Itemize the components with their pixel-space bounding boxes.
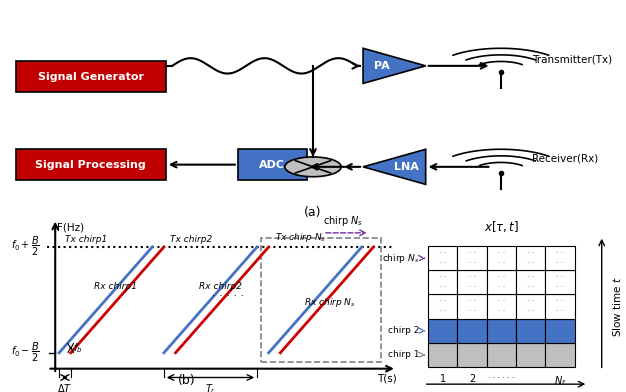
Text: · · · · ·: · · · · · — [212, 291, 244, 301]
Text: · ·
· ·: · · · · — [469, 273, 476, 292]
Circle shape — [285, 157, 341, 177]
Text: LNA: LNA — [394, 162, 419, 172]
Bar — [545, 343, 575, 367]
Bar — [428, 343, 458, 367]
Bar — [261, 238, 381, 361]
Text: · ·
· ·: · · · · — [498, 249, 505, 268]
Bar — [516, 246, 545, 270]
Text: PA: PA — [374, 61, 390, 71]
Polygon shape — [363, 149, 426, 184]
Text: $f_0-\dfrac{B}{2}$: $f_0-\dfrac{B}{2}$ — [11, 341, 39, 364]
Text: chirp $N_s$: chirp $N_s$ — [323, 214, 363, 227]
Text: · · · · · ·: · · · · · · — [488, 374, 515, 383]
Text: $N_f$: $N_f$ — [554, 374, 567, 388]
Bar — [516, 294, 545, 319]
Text: Rx chirp1: Rx chirp1 — [94, 282, 137, 291]
Text: F(Hz): F(Hz) — [57, 222, 85, 232]
Text: · ·
· ·: · · · · — [557, 249, 563, 268]
Text: $T_r$: $T_r$ — [205, 382, 216, 392]
Text: · ·
· ·: · · · · — [557, 273, 563, 292]
Text: Tx chirp2: Tx chirp2 — [170, 235, 212, 244]
Bar — [516, 319, 545, 343]
Bar — [487, 343, 516, 367]
Text: · ·
· ·: · · · · — [527, 273, 534, 292]
Bar — [458, 343, 487, 367]
Text: $x[\tau,t]$: $x[\tau,t]$ — [484, 219, 519, 234]
Bar — [487, 319, 516, 343]
Text: · ·
· ·: · · · · — [498, 273, 505, 292]
Text: · ·
· ·: · · · · — [439, 297, 446, 316]
Bar — [487, 246, 516, 270]
Text: · ·
· ·: · · · · — [469, 297, 476, 316]
Text: Signal Processing: Signal Processing — [36, 160, 146, 170]
Bar — [545, 294, 575, 319]
Text: · ·
· ·: · · · · — [527, 297, 534, 316]
Bar — [487, 270, 516, 294]
Text: $f_b$: $f_b$ — [73, 341, 82, 355]
Bar — [16, 62, 166, 92]
Bar — [545, 246, 575, 270]
Bar — [428, 246, 458, 270]
Bar — [458, 270, 487, 294]
Text: · ·
· ·: · · · · — [527, 249, 534, 268]
Bar — [516, 343, 545, 367]
Text: · ·
· ·: · · · · — [498, 297, 505, 316]
Text: $\Delta T$: $\Delta T$ — [58, 382, 73, 392]
Text: Tx chirp $N_s$: Tx chirp $N_s$ — [275, 231, 326, 244]
Bar — [458, 294, 487, 319]
Text: 1: 1 — [440, 374, 446, 384]
Text: (b): (b) — [178, 374, 196, 387]
Text: T(s): T(s) — [377, 374, 397, 384]
Text: Rx chirp2: Rx chirp2 — [199, 282, 242, 291]
Bar — [487, 294, 516, 319]
Text: · ·
· ·: · · · · — [469, 249, 476, 268]
Bar — [428, 270, 458, 294]
Text: · ·
· ·: · · · · — [439, 273, 446, 292]
Text: $f_0+\dfrac{B}{2}$: $f_0+\dfrac{B}{2}$ — [11, 236, 39, 258]
Text: ADC: ADC — [259, 160, 285, 170]
Bar — [516, 270, 545, 294]
Polygon shape — [363, 48, 426, 83]
Text: chirp 2: chirp 2 — [387, 326, 419, 335]
Text: 2: 2 — [469, 374, 475, 384]
Text: · ·
· ·: · · · · — [557, 297, 563, 316]
Bar — [238, 149, 307, 180]
Text: chirp 1: chirp 1 — [387, 350, 419, 359]
Bar — [458, 319, 487, 343]
Text: (a): (a) — [304, 207, 322, 220]
Text: Signal Generator: Signal Generator — [38, 72, 144, 82]
Bar — [458, 246, 487, 270]
Text: Slow time $t$: Slow time $t$ — [612, 276, 623, 337]
Text: Transmitter(Tx): Transmitter(Tx) — [532, 54, 612, 64]
Bar — [545, 319, 575, 343]
Text: · ·
· ·: · · · · — [439, 249, 446, 268]
Bar — [428, 319, 458, 343]
Bar — [428, 294, 458, 319]
Text: Receiver(Rx): Receiver(Rx) — [532, 153, 598, 163]
Text: Rx chirp $N_s$: Rx chirp $N_s$ — [304, 296, 356, 309]
Text: chirp $N_s$: chirp $N_s$ — [382, 252, 419, 265]
Bar — [16, 149, 166, 180]
Bar — [545, 270, 575, 294]
Text: Tx chirp1: Tx chirp1 — [65, 235, 107, 244]
